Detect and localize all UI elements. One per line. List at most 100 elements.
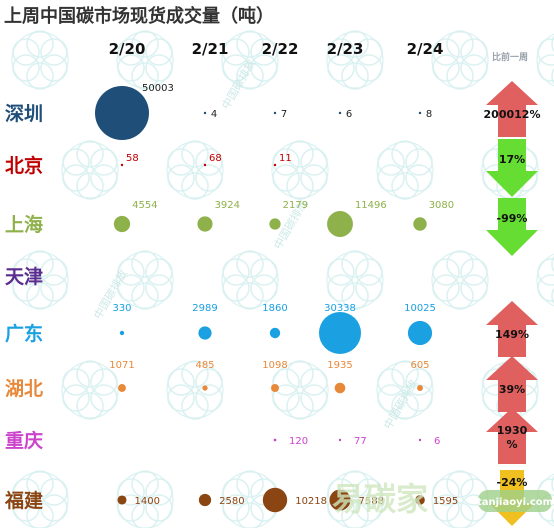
watermark-outline (376, 141, 434, 199)
data-label: 2989 (192, 303, 217, 314)
watermark-petal-0 (131, 30, 159, 58)
watermark-ring-17 (326, 250, 384, 310)
watermark-petal-0 (131, 250, 159, 278)
watermark-petal-5 (167, 368, 195, 396)
change-label: % (506, 438, 517, 451)
data-bubble (273, 438, 277, 442)
data-label: 30338 (324, 303, 356, 314)
data-bubble (269, 218, 281, 230)
date-label-2: 2/22 (262, 40, 299, 58)
chart-title: 上周中国碳市场现货成交量（吨） (4, 5, 274, 27)
data-label: 120 (289, 436, 308, 447)
watermark-outline (271, 141, 329, 199)
watermark-petal-0 (26, 470, 54, 498)
data-bubble (338, 111, 342, 115)
watermark-outline (166, 141, 224, 199)
watermark-petal-3 (26, 282, 54, 310)
data-bubble (327, 211, 353, 237)
watermark-outline (536, 33, 554, 87)
watermark-petal-4 (327, 274, 355, 302)
brand-watermark-url: tanjiaoyi.com (477, 497, 553, 508)
watermark-petal-1 (460, 38, 488, 66)
watermark-petal-0 (341, 470, 369, 498)
watermark-petal-0 (76, 360, 104, 388)
data-bubble (197, 216, 213, 232)
watermark-petal-3 (181, 172, 209, 200)
watermark-petal-4 (167, 384, 195, 412)
data-label: 1098 (262, 360, 287, 371)
watermark-ring-3 (61, 360, 119, 420)
data-bubble (198, 326, 212, 340)
change-label: -24% (497, 476, 528, 489)
data-bubble (418, 111, 422, 115)
watermark-petal-1 (355, 258, 383, 286)
city-label: 天津 (5, 265, 43, 288)
watermark-petal-0 (181, 360, 209, 388)
watermark-outline (116, 251, 174, 309)
watermark-petal-3 (76, 172, 104, 200)
data-label: 330 (112, 303, 131, 314)
watermark-petal-3 (446, 282, 474, 310)
date-label-4: 2/24 (407, 40, 444, 58)
watermark-petal-4 (377, 164, 405, 192)
data-label: 7588 (359, 496, 384, 507)
data-label: 10025 (404, 303, 436, 314)
watermark-outline (221, 31, 279, 89)
city-label: 广东 (5, 322, 43, 345)
watermark-petal-0 (236, 250, 264, 278)
watermark-petal-0 (76, 140, 104, 168)
data-bubble (318, 311, 362, 355)
brand-watermark: 易碳家 tanjiaoyi.com (332, 480, 553, 518)
arrow-up-icon (486, 408, 538, 464)
watermark-petal-4 (62, 164, 90, 192)
data-label: 8 (426, 109, 432, 120)
data-label: 1860 (262, 303, 287, 314)
watermark-petal-1 (40, 258, 68, 286)
watermark-petal-4 (432, 54, 460, 82)
data-bubble (273, 111, 277, 115)
watermark-petal-1 (300, 148, 328, 176)
arrow-down-icon (486, 139, 538, 197)
watermark-petal-3 (181, 392, 209, 420)
watermark-ring-7 (116, 250, 174, 310)
watermark-outline (11, 251, 69, 309)
watermark-petal-3 (236, 282, 264, 310)
watermark-petal-1 (40, 38, 68, 66)
watermark-outline (61, 361, 119, 419)
change-label: 39% (499, 383, 525, 396)
watermark-petal-5 (12, 38, 40, 66)
change-label: 200012% (484, 108, 541, 121)
watermark-outline (61, 141, 119, 199)
series-row-0: 深圳 50003 4 7 6 8 200012% (5, 81, 540, 140)
watermark-petal-2 (355, 54, 383, 82)
data-label: 1400 (135, 496, 160, 507)
watermark-petal-2 (300, 384, 328, 412)
city-label: 北京 (5, 154, 43, 177)
watermark-ring-0 (11, 30, 69, 90)
data-bubble (417, 385, 423, 391)
watermark-petal-2 (250, 274, 278, 302)
watermark-petal-0 (341, 250, 369, 278)
watermark-petal-2 (355, 274, 383, 302)
watermark-petal-4 (12, 54, 40, 82)
data-label: 77 (354, 436, 367, 447)
arrow-up-icon (486, 81, 538, 137)
watermark-petal-3 (236, 62, 264, 90)
watermark-petal-0 (286, 360, 314, 388)
watermark-outline (376, 361, 434, 419)
city-label: 湖北 (5, 378, 43, 400)
data-bubble (418, 438, 422, 442)
watermark-petal-2 (405, 164, 433, 192)
watermark-ring-18 (376, 360, 434, 420)
change-label: -99% (497, 212, 528, 225)
data-label: 11496 (355, 200, 387, 211)
watermark-petal-2 (460, 54, 488, 82)
city-label: 重庆 (5, 429, 43, 452)
arrow-up-icon (486, 301, 538, 357)
data-label: 485 (195, 360, 214, 371)
watermark-petal-0 (391, 140, 419, 168)
data-bubble (120, 163, 124, 167)
data-bubble (117, 495, 127, 505)
